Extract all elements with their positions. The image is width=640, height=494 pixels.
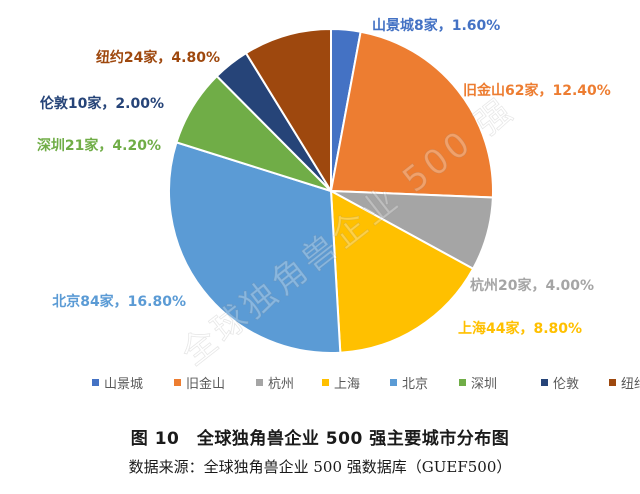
figure-caption-title: 图 10 全球独角兽企业 500 强主要城市分布图 (130, 429, 510, 449)
pie-chart: 山景城8家，1.60% 旧金山62家，12.40% 杭州20家，4.00% 上海44家… (37, 17, 640, 392)
legend-label-旧金山: 旧金山 (186, 376, 225, 392)
data-label-上海: 上海44家，8.80% (458, 320, 582, 337)
data-label-伦敦: 伦敦10家，2.00% (40, 95, 164, 112)
figure-caption-source: 数据来源：全球独角兽企业 500 强数据库（GUEF500） (128, 458, 512, 476)
pie-slice-旧金山 (329, 30, 494, 199)
data-label-北京: 北京84家，16.80% (52, 293, 186, 310)
data-label-纽约: 纽约24家，4.80% (96, 49, 220, 66)
legend-label-纽约: 纽约 (621, 377, 640, 392)
legend-swatch-纽约 (609, 379, 616, 386)
data-label-旧金山: 旧金山62家，12.40% (463, 82, 611, 99)
legend-label-上海: 上海 (334, 377, 360, 392)
pie-slice-北京 (168, 141, 342, 354)
data-label-杭州: 杭州20家，4.00% (470, 277, 594, 294)
legend-swatch-旧金山 (174, 379, 181, 386)
legend-swatch-上海 (322, 379, 329, 386)
legend-swatch-山景城 (92, 379, 99, 386)
pie-slice-上海 (329, 189, 475, 354)
legend-swatch-杭州 (256, 379, 263, 386)
legend-label-杭州: 杭州 (268, 377, 294, 392)
legend-label-伦敦: 伦敦 (553, 376, 579, 392)
pie-slice-纽约 (244, 27, 332, 195)
data-label-山景城: 山景城8家，1.60% (372, 17, 500, 34)
legend-swatch-伦敦 (541, 379, 548, 386)
data-label-深圳: 深圳21家，4.20% (37, 137, 161, 154)
legend-swatch-深圳 (459, 379, 466, 386)
legend-label-山景城: 山景城 (104, 377, 143, 392)
legend-label-北京: 北京 (402, 377, 428, 392)
legend-swatch-北京 (390, 379, 397, 386)
legend-label-深圳: 深圳 (471, 377, 497, 392)
